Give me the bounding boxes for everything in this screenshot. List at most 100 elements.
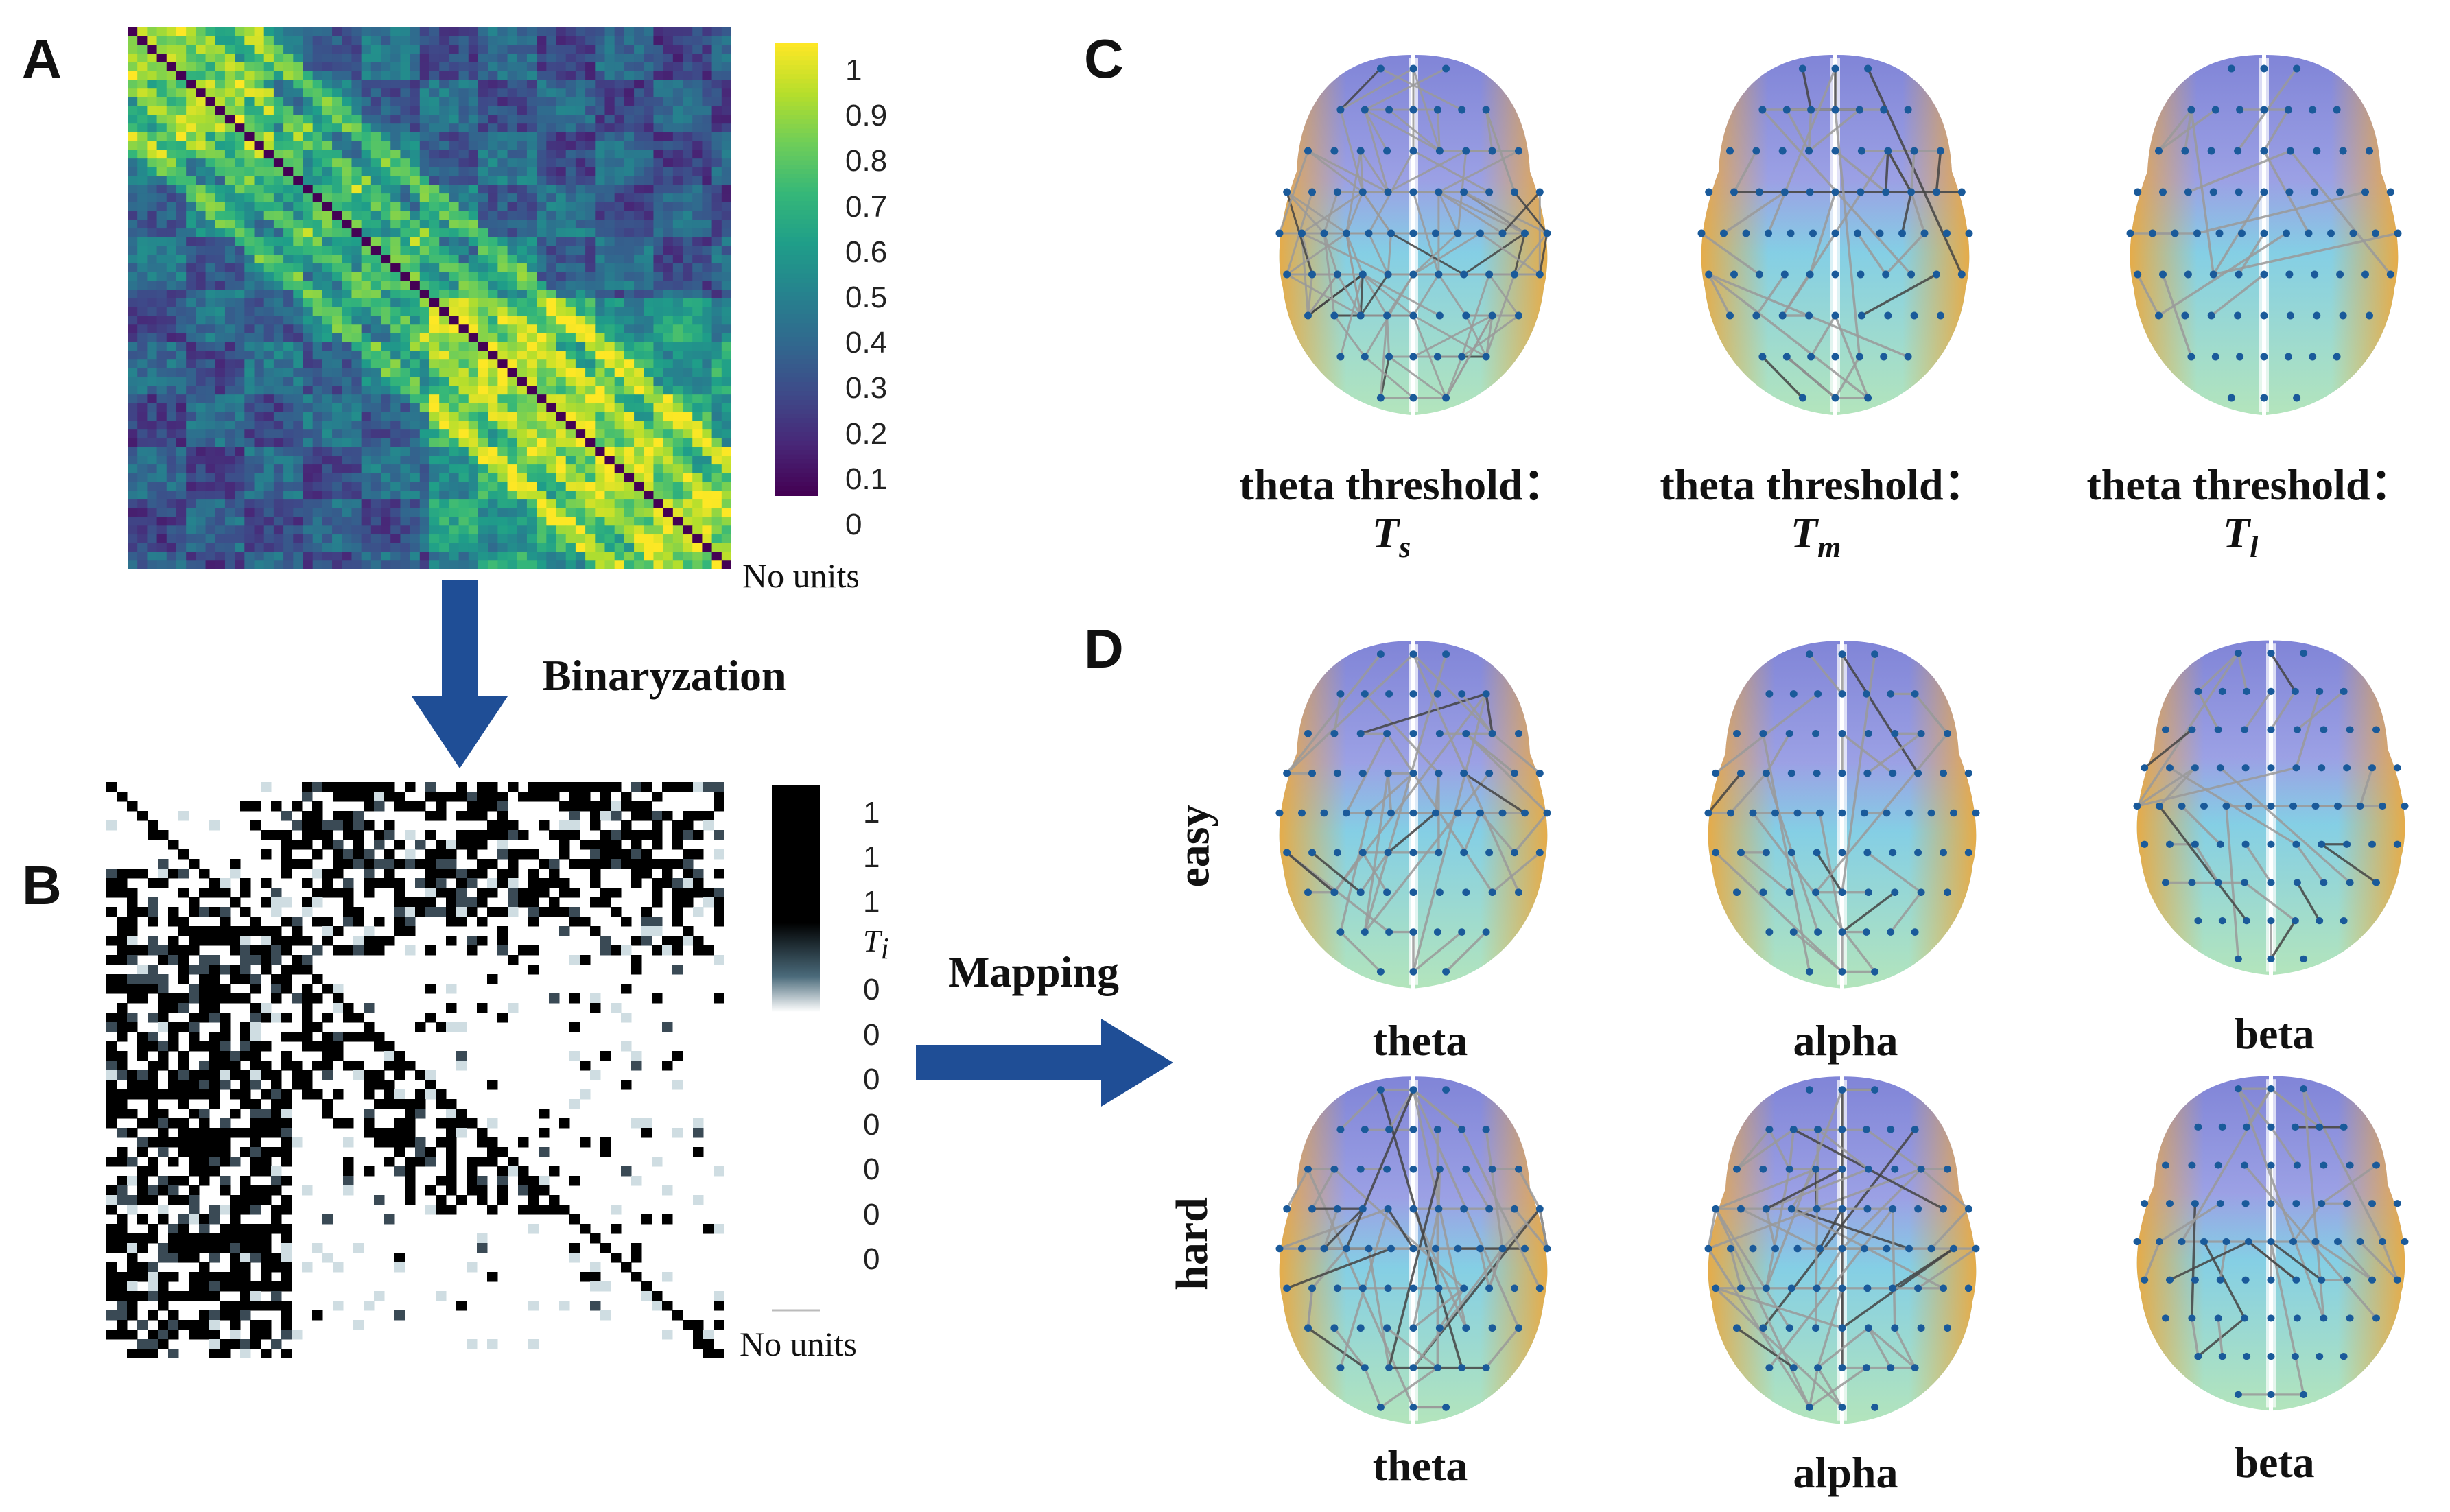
heatmap-cell <box>604 447 615 456</box>
heatmap-cell <box>575 482 586 491</box>
heatmap-cell <box>419 456 430 465</box>
heatmap-cell <box>419 412 430 421</box>
heatmap-cell <box>254 351 265 360</box>
binary-cell <box>302 1003 313 1013</box>
heatmap-cell <box>410 54 421 63</box>
heatmap-cell <box>711 473 722 483</box>
heatmap-cell <box>507 272 518 282</box>
heatmap-cell <box>449 27 460 37</box>
heatmap-cell <box>235 54 245 63</box>
heatmap-cell <box>283 412 294 421</box>
heatmap-cell <box>322 403 333 413</box>
heatmap-cell <box>293 202 304 212</box>
heatmap-cell <box>692 543 703 553</box>
heatmap-cell <box>361 543 372 553</box>
heatmap-cell <box>390 150 401 159</box>
heatmap-cell <box>546 150 557 159</box>
heatmap-cell <box>166 324 177 334</box>
binary-cell <box>117 1070 128 1080</box>
heatmap-cell <box>565 45 576 54</box>
heatmap-cell <box>488 272 498 282</box>
colorbar-a-segment <box>775 137 818 143</box>
heatmap-cell <box>468 106 479 116</box>
heatmap-cell <box>322 543 333 553</box>
heatmap-cell <box>429 351 440 360</box>
binary-cell <box>271 1166 282 1177</box>
binary-cell <box>672 917 683 927</box>
heatmap-cell <box>303 464 314 474</box>
heatmap-cell <box>692 447 703 456</box>
heatmap-cell <box>644 141 655 150</box>
heatmap-cell <box>672 36 683 46</box>
binary-cell <box>518 945 529 956</box>
heatmap-cell <box>468 333 479 343</box>
heatmap-cell <box>449 447 460 456</box>
heatmap-cell <box>497 552 508 561</box>
heatmap-cell <box>644 438 655 448</box>
heatmap-cell <box>244 167 255 177</box>
heatmap-cell <box>692 368 703 378</box>
heatmap-cell <box>176 255 187 264</box>
binary-cell <box>312 897 323 908</box>
binary-cell <box>322 1013 333 1023</box>
heatmap-cell <box>692 552 703 561</box>
heatmap-cell <box>537 316 547 325</box>
heatmap-cell <box>663 429 674 439</box>
heatmap-cell <box>370 193 381 203</box>
heatmap-cell <box>254 202 265 212</box>
heatmap-cell <box>303 185 314 194</box>
heatmap-cell <box>702 543 713 553</box>
heatmap-cell <box>176 525 187 535</box>
heatmap-cell <box>410 211 421 220</box>
binary-cell <box>158 1137 169 1148</box>
heatmap-cell <box>663 473 674 483</box>
binary-cell <box>178 917 189 927</box>
heatmap-cell <box>468 552 479 561</box>
heatmap-cell <box>429 71 440 81</box>
binary-cell <box>641 811 652 821</box>
binary-cell <box>467 1157 478 1167</box>
heatmap-cell <box>263 220 274 229</box>
heatmap-cell <box>644 62 655 72</box>
binary-cell <box>652 897 663 908</box>
heatmap-cell <box>653 447 664 456</box>
heatmap-cell <box>614 193 625 203</box>
heatmap-cell <box>663 359 674 369</box>
heatmap-cell <box>137 255 148 264</box>
binary-cell <box>106 1061 117 1071</box>
heatmap-cell <box>273 88 284 98</box>
heatmap-cell <box>683 534 693 544</box>
heatmap-cell <box>244 316 255 325</box>
heatmap-cell <box>283 368 294 378</box>
binary-cell <box>590 897 601 908</box>
heatmap-cell <box>312 359 323 369</box>
binary-cell <box>127 869 138 879</box>
heatmap-cell <box>614 333 625 343</box>
heatmap-cell <box>283 220 294 229</box>
heatmap-cell <box>595 220 606 229</box>
heatmap-cell <box>361 386 372 395</box>
binary-cell <box>353 936 364 946</box>
heatmap-cell <box>332 386 342 395</box>
binary-cell <box>508 897 519 908</box>
heatmap-cell <box>565 255 576 264</box>
heatmap-cell <box>156 438 167 448</box>
heatmap-cell <box>556 508 567 518</box>
heatmap-cell <box>546 290 557 299</box>
colorbar-a-segment <box>775 174 818 179</box>
heatmap-cell <box>293 560 304 569</box>
heatmap-cell <box>692 88 703 98</box>
heatmap-cell <box>517 316 528 325</box>
heatmap-cell <box>702 429 713 439</box>
binary-cell <box>714 869 724 879</box>
heatmap-cell <box>478 473 488 483</box>
heatmap-cell <box>273 429 284 439</box>
heatmap-cell <box>410 333 421 343</box>
heatmap-cell <box>449 560 460 569</box>
binary-cell <box>559 830 570 840</box>
heatmap-cell <box>205 132 216 142</box>
heatmap-cell <box>263 447 274 456</box>
heatmap-cell <box>390 290 401 299</box>
binary-cell <box>127 1022 138 1032</box>
heatmap-cell <box>517 106 528 116</box>
